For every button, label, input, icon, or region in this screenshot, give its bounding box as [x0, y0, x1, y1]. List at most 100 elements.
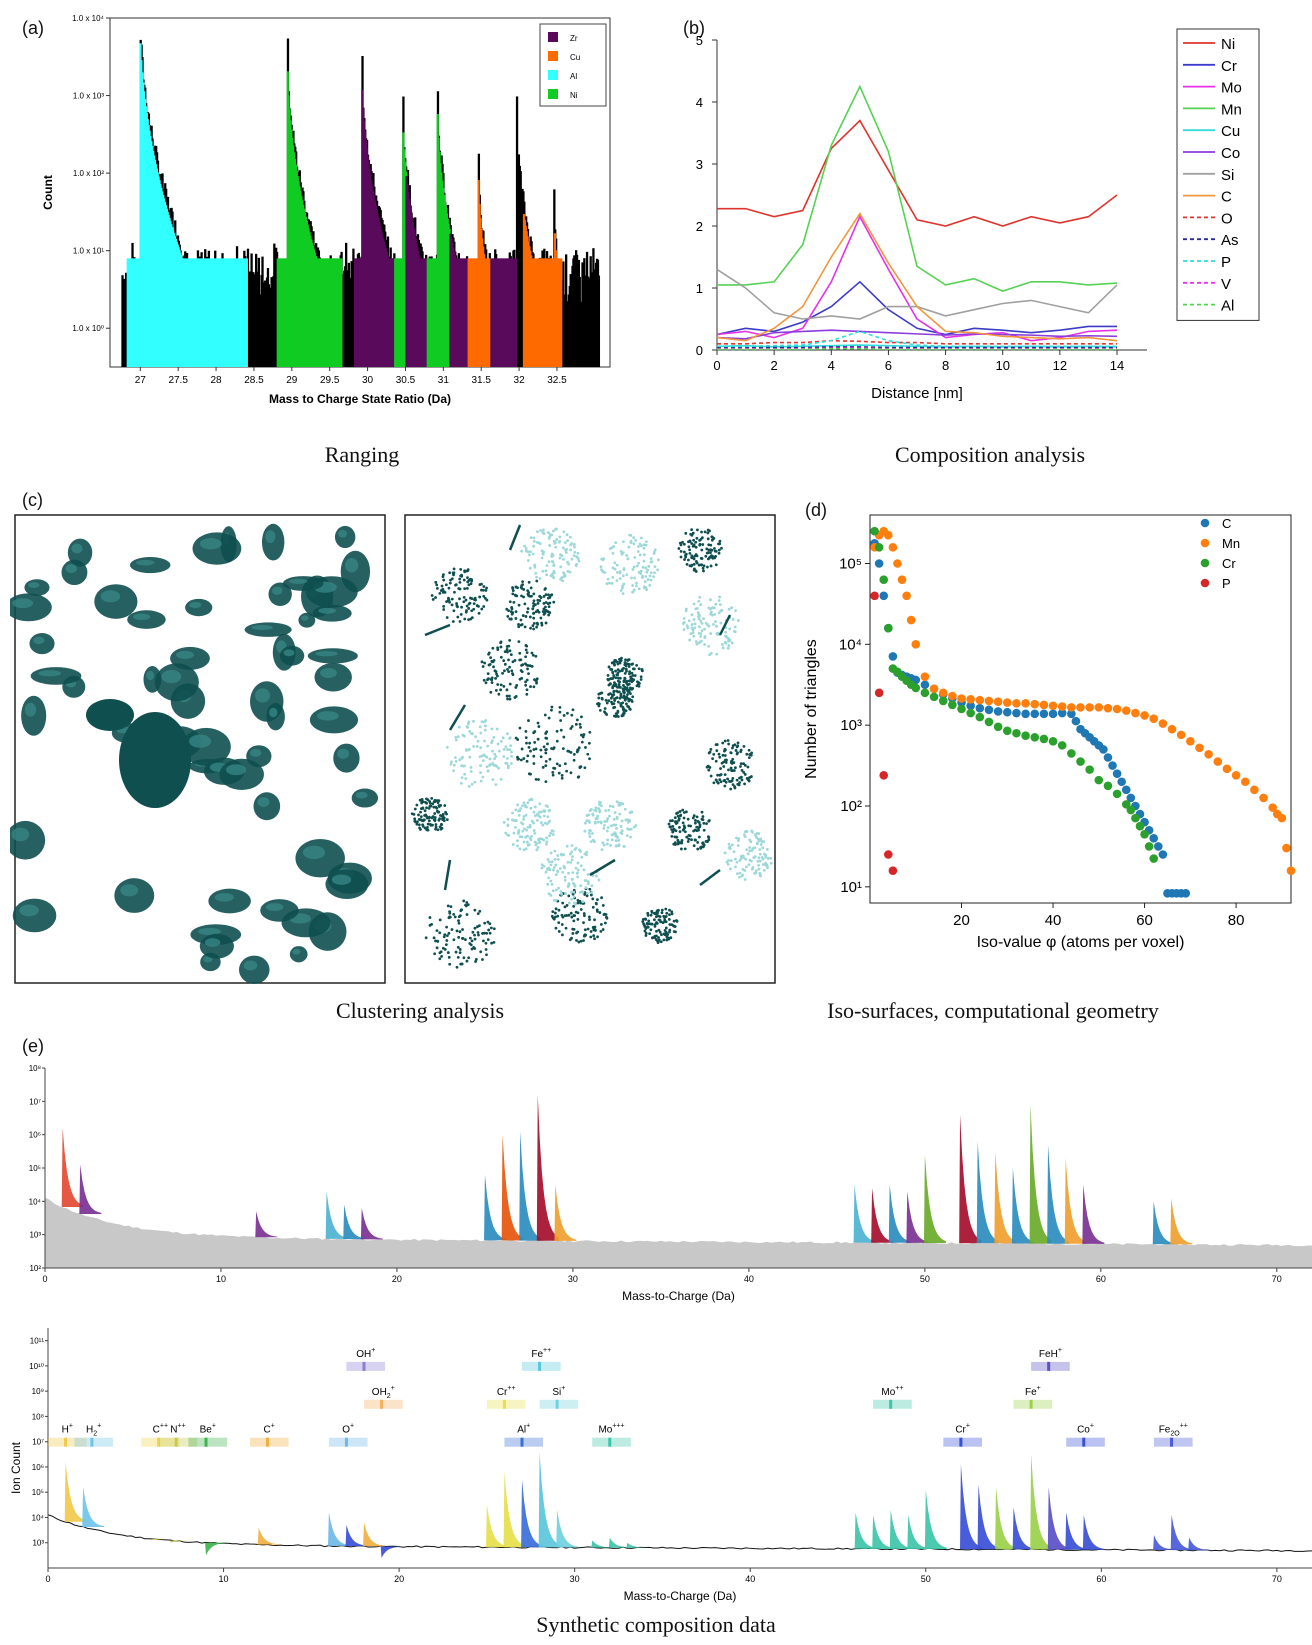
cluster-point — [462, 956, 466, 960]
cluster-point — [646, 911, 650, 915]
cluster-point — [529, 586, 533, 590]
scatter-point-cr — [957, 704, 966, 714]
cluster-point — [647, 564, 651, 568]
cluster-point — [600, 557, 604, 561]
peak-32 — [608, 1537, 631, 1548]
series-line-mn — [717, 84, 1118, 292]
cluster-point — [613, 705, 617, 709]
ion-label-o: O+ — [342, 1423, 354, 1436]
scatter-point-c — [1030, 709, 1040, 719]
cluster-point — [547, 613, 551, 617]
ion-label-co: Co+ — [1077, 1423, 1094, 1436]
cluster-point — [699, 557, 703, 560]
scatter-point-mn — [1103, 703, 1113, 713]
cluster-point — [532, 810, 536, 814]
cluster-point — [564, 551, 568, 554]
cluster-point — [639, 569, 643, 573]
cluster-point — [560, 554, 564, 558]
cluster-point — [522, 840, 526, 844]
cluster-point — [495, 672, 498, 676]
x-tick-label: 29 — [286, 375, 298, 386]
cluster-point — [623, 698, 627, 702]
cluster-point — [728, 638, 732, 642]
cluster-point — [731, 776, 735, 780]
y-tick-label: 10⁷ — [32, 1438, 44, 1447]
cluster-point — [588, 730, 592, 734]
cluster-point — [448, 910, 452, 914]
legend-label-p: P — [1222, 576, 1231, 591]
peak-25 — [486, 1504, 508, 1548]
scatter-point-mn — [888, 543, 898, 552]
cluster-arrow — [508, 524, 522, 551]
scatter-point-mn — [1277, 813, 1287, 823]
cluster-point — [736, 872, 739, 876]
scatter-point-c — [1158, 850, 1168, 859]
cluster-point — [753, 846, 757, 850]
cluster-point — [668, 913, 671, 917]
clustering-images — [10, 514, 776, 984]
cluster-point — [535, 579, 539, 583]
ion-label-si: Si+ — [552, 1385, 565, 1398]
cluster-point — [692, 814, 696, 817]
cluster-point — [692, 634, 696, 638]
cluster-point — [733, 766, 737, 770]
cluster-point — [611, 833, 615, 836]
cluster-point — [534, 814, 537, 818]
scatter-point-mn — [938, 688, 948, 698]
caption-composition: Composition analysis — [894, 442, 1086, 467]
x-tick-label: 40 — [1045, 912, 1062, 929]
cluster-point — [545, 822, 549, 826]
cluster-point — [550, 860, 554, 864]
cluster-point — [586, 752, 590, 756]
cluster-point — [542, 602, 546, 605]
ion-band-fe — [522, 1361, 561, 1371]
cluster-arrow — [718, 614, 732, 636]
y-tick-label: 1.0 x 10¹ — [73, 247, 104, 256]
cluster-point — [743, 869, 747, 872]
cluster-point — [571, 855, 574, 859]
cluster-point — [521, 580, 524, 584]
cluster-point — [596, 814, 599, 818]
x-tick-label: 30 — [362, 375, 374, 386]
cluster-point — [630, 662, 634, 666]
cluster-point — [428, 802, 432, 805]
cluster-point — [672, 919, 676, 923]
cluster-point — [541, 610, 545, 613]
cluster-point — [610, 838, 614, 842]
cluster-point — [621, 592, 625, 595]
cluster-point — [452, 609, 456, 613]
peak-48 — [889, 1509, 912, 1549]
chart-e-bottom-spectrum: 0 10 20 30 40 50 60 7010³10⁴10⁵10⁶10⁷10⁸10⁹10¹⁰… — [9, 1328, 1312, 1603]
cluster-point — [694, 819, 697, 822]
isosurface-blob — [185, 598, 213, 617]
cluster-point — [566, 539, 570, 543]
cluster-point — [728, 627, 732, 631]
cluster-point — [434, 827, 437, 831]
cluster-point — [702, 821, 706, 825]
scatter-point-mn — [1213, 757, 1223, 766]
cluster-point — [724, 634, 728, 638]
cluster-point — [524, 847, 528, 851]
cluster-point — [463, 617, 467, 621]
y-tick-label: 10⁷ — [29, 1097, 41, 1106]
isosurface-highlight — [226, 764, 247, 776]
cluster-point — [449, 905, 453, 908]
cluster-point — [700, 639, 703, 643]
cluster-point — [743, 782, 746, 786]
cluster-point — [618, 659, 622, 663]
cluster-point — [535, 621, 539, 625]
cluster-point — [720, 546, 723, 550]
cluster-point — [643, 580, 647, 583]
peak-65 — [1188, 1537, 1211, 1551]
cluster-point — [712, 623, 715, 626]
cluster-point — [535, 679, 538, 683]
isosurface-highlight — [283, 649, 295, 657]
scatter-point-mn — [1085, 703, 1094, 712]
panel-d-label: (d) — [805, 500, 827, 520]
cluster-point — [516, 839, 519, 843]
cluster-point — [494, 755, 498, 758]
cluster-point — [452, 567, 456, 571]
cluster-point — [454, 950, 458, 954]
scatter-point-mn — [957, 694, 966, 703]
cluster-point — [614, 696, 618, 700]
